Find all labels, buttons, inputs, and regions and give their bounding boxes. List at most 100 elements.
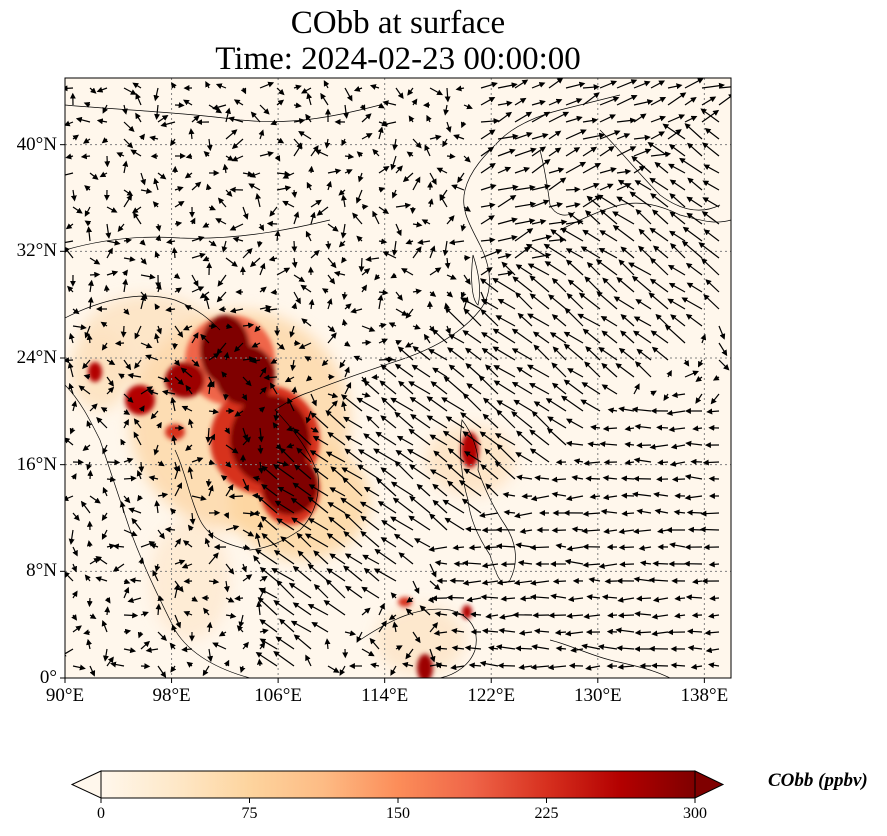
wind-arrow xyxy=(670,314,686,327)
wind-arrow xyxy=(565,418,584,429)
wind-arrow xyxy=(632,330,652,344)
wind-arrow xyxy=(624,425,635,432)
wind-arrow xyxy=(254,325,261,333)
wind-arrow xyxy=(78,385,91,395)
wind-arrow xyxy=(312,435,329,446)
wind-arrow xyxy=(356,397,380,412)
wind-arrow xyxy=(494,460,516,480)
wind-arrow xyxy=(208,484,214,497)
wind-arrow xyxy=(140,273,156,280)
wind-arrow xyxy=(701,82,725,89)
wind-arrow xyxy=(174,201,185,208)
wind-arrow xyxy=(187,466,194,480)
wind-arrow xyxy=(123,359,132,371)
wind-arrow xyxy=(323,80,330,89)
wind-arrow xyxy=(565,147,581,157)
wind-arrow xyxy=(382,100,397,107)
wind-arrow xyxy=(599,130,621,140)
wind-arrow xyxy=(684,78,704,89)
y-tick-label: 16°N xyxy=(16,453,57,475)
wind-arrow xyxy=(87,469,94,480)
wind-arrow xyxy=(138,405,145,412)
wind-arrow xyxy=(405,308,414,319)
wind-arrow xyxy=(529,544,550,551)
wind-arrow xyxy=(242,322,255,329)
wind-arrow xyxy=(152,201,160,208)
wind-arrow xyxy=(270,358,278,364)
wind-arrow xyxy=(621,510,635,517)
wind-arrow xyxy=(293,464,312,480)
wind-arrow xyxy=(289,325,296,338)
wind-arrow xyxy=(225,484,234,497)
wind-arrow xyxy=(601,362,618,378)
wind-arrow xyxy=(445,121,452,133)
wind-arrow xyxy=(515,645,533,652)
wind-arrow xyxy=(251,342,261,348)
wind-arrow xyxy=(344,448,363,463)
wind-arrow xyxy=(191,457,204,463)
wind-arrow xyxy=(353,86,363,92)
wind-arrow xyxy=(305,113,312,123)
wind-arrow xyxy=(242,478,249,492)
wind-arrow xyxy=(327,392,339,399)
wind-arrow xyxy=(326,180,332,191)
wind-arrow xyxy=(667,264,686,276)
wind-arrow xyxy=(514,184,536,191)
wind-arrow xyxy=(684,474,703,480)
wind-arrow xyxy=(531,111,551,123)
wind-arrow xyxy=(333,270,346,277)
wind-arrow xyxy=(647,141,669,157)
wind-arrow xyxy=(517,312,533,327)
wind-arrow xyxy=(390,155,397,171)
wind-arrow xyxy=(650,96,667,106)
wind-arrow xyxy=(497,166,512,174)
coast-philippines xyxy=(460,419,516,583)
wind-arrow xyxy=(206,381,213,395)
wind-arrow xyxy=(560,395,584,412)
wind-arrow xyxy=(618,259,635,276)
colorbar xyxy=(70,770,725,803)
coast-taiwan xyxy=(471,254,480,306)
wind-arrow xyxy=(650,390,657,397)
wind-arrow xyxy=(328,516,346,531)
wind-arrow xyxy=(316,206,329,216)
wind-arrow xyxy=(242,248,253,259)
wind-arrow xyxy=(290,497,312,514)
wind-arrow xyxy=(374,273,381,281)
wind-arrow xyxy=(223,512,229,519)
wind-arrow xyxy=(426,415,448,429)
wind-arrow xyxy=(453,134,465,140)
wind-arrow xyxy=(442,430,465,446)
wind-arrow xyxy=(131,206,142,214)
wind-arrow xyxy=(154,303,161,311)
wind-arrow xyxy=(306,181,313,191)
wind-arrow xyxy=(416,483,431,497)
wind-arrow xyxy=(620,246,635,259)
wind-arrow xyxy=(529,429,550,446)
wind-arrow xyxy=(287,397,295,412)
wind-arrow xyxy=(596,194,618,208)
wind-arrow xyxy=(620,475,635,482)
wind-arrow xyxy=(191,252,206,259)
wind-arrow xyxy=(681,240,703,259)
wind-arrow xyxy=(106,270,119,277)
wind-arrow xyxy=(578,292,601,310)
wind-arrow xyxy=(494,433,516,446)
wind-arrow xyxy=(514,111,533,123)
wind-arrow xyxy=(515,264,533,276)
wind-arrow xyxy=(234,410,244,417)
wind-arrow xyxy=(580,246,601,259)
wind-arrow xyxy=(649,177,669,191)
wind-arrow xyxy=(87,296,94,310)
wind-arrow xyxy=(406,449,431,463)
y-tick-label: 0° xyxy=(39,667,57,688)
wind-arrow xyxy=(154,332,160,344)
wind-arrow xyxy=(496,443,516,463)
wind-arrow xyxy=(596,291,618,310)
wind-arrow xyxy=(242,376,252,387)
wind-arrow xyxy=(511,328,533,344)
wind-arrow xyxy=(598,247,618,259)
wind-arrow xyxy=(259,386,267,395)
wind-arrow xyxy=(290,359,297,372)
wind-arrow xyxy=(429,172,437,186)
